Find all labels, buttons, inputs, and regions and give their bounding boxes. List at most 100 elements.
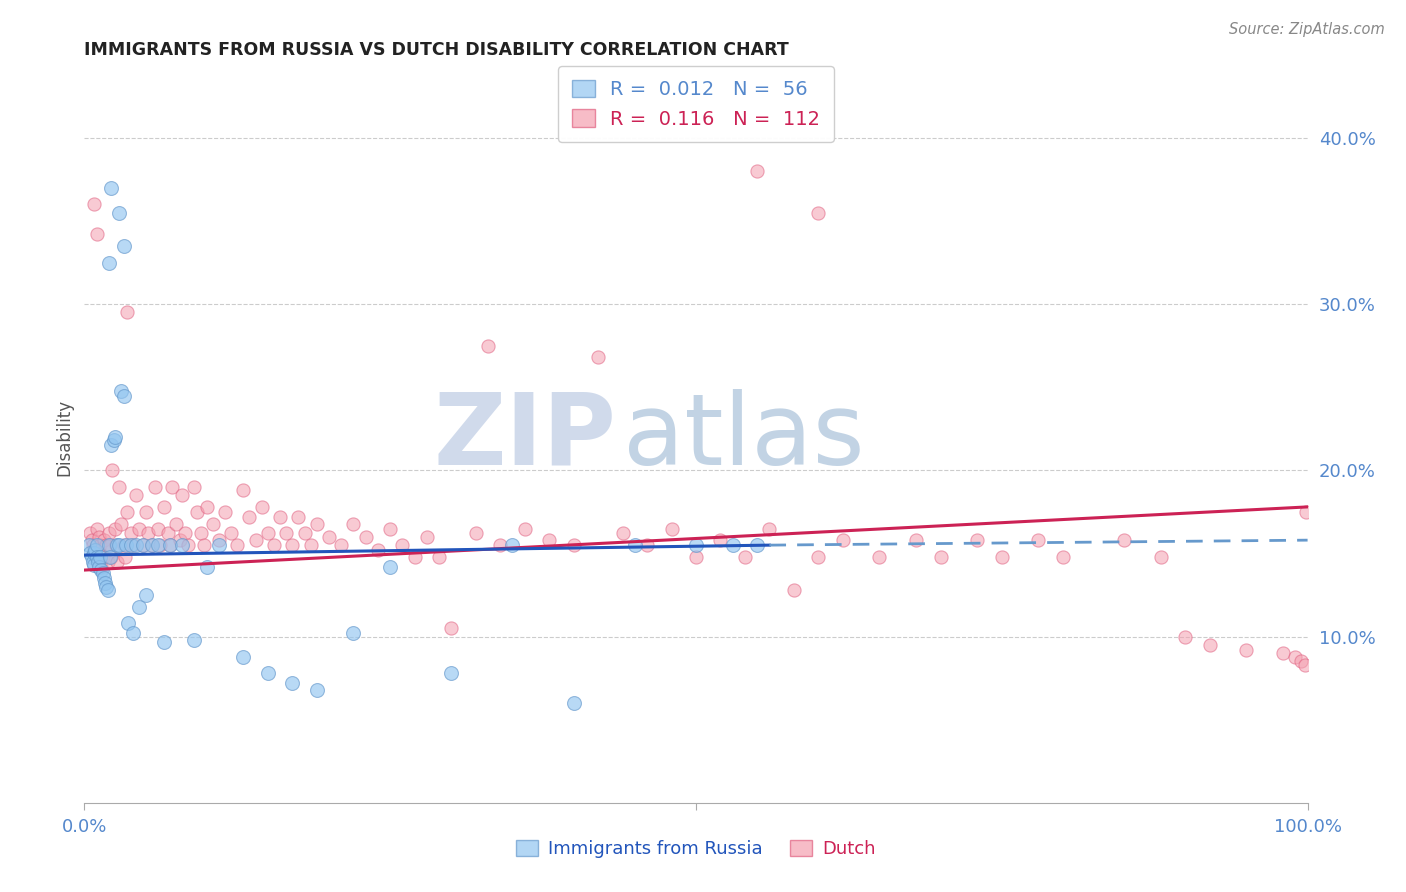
Point: [1236, 643, 1258, 657]
Point: [110, 384, 132, 398]
Point: [86, 521, 108, 535]
Point: [117, 616, 139, 631]
Point: [905, 533, 928, 548]
Point: [257, 526, 280, 541]
Point: [502, 538, 524, 552]
Point: [120, 526, 142, 541]
Point: [232, 649, 254, 664]
Point: [90, 559, 112, 574]
Point: [427, 549, 450, 564]
Point: [77, 538, 100, 552]
Point: [214, 505, 236, 519]
Point: [869, 549, 891, 564]
Point: [173, 526, 195, 541]
Point: [193, 538, 215, 552]
Point: [440, 621, 463, 635]
Point: [83, 546, 105, 560]
Point: [538, 533, 561, 548]
Point: [83, 543, 105, 558]
Point: [135, 588, 157, 602]
Point: [80, 533, 103, 548]
Point: [807, 205, 830, 219]
Point: [125, 538, 148, 552]
Point: [172, 538, 194, 552]
Point: [1174, 630, 1197, 644]
Point: [149, 538, 172, 552]
Point: [195, 500, 218, 514]
Point: [404, 549, 426, 564]
Point: [1284, 649, 1306, 664]
Point: [156, 526, 179, 541]
Point: [305, 682, 328, 697]
Point: [685, 538, 707, 552]
Point: [238, 509, 260, 524]
Point: [612, 526, 634, 541]
Point: [183, 480, 205, 494]
Point: [305, 516, 328, 531]
Point: [1198, 638, 1220, 652]
Point: [165, 516, 187, 531]
Point: [91, 566, 114, 581]
Point: [105, 555, 128, 569]
Point: [159, 538, 181, 552]
Point: [87, 530, 110, 544]
Point: [318, 530, 340, 544]
Point: [734, 549, 756, 564]
Text: atlas: atlas: [623, 389, 865, 485]
Point: [685, 549, 707, 564]
Point: [86, 549, 108, 564]
Point: [110, 516, 132, 531]
Text: ZIP: ZIP: [433, 389, 616, 485]
Point: [709, 533, 731, 548]
Point: [929, 549, 952, 564]
Point: [79, 526, 101, 541]
Point: [132, 538, 155, 552]
Point: [100, 438, 122, 452]
Point: [96, 580, 118, 594]
Point: [94, 576, 117, 591]
Point: [107, 538, 129, 552]
Point: [97, 538, 120, 552]
Point: [87, 559, 110, 574]
Point: [115, 538, 138, 552]
Point: [141, 538, 163, 552]
Point: [477, 338, 499, 352]
Point: [84, 543, 107, 558]
Point: [97, 255, 120, 269]
Point: [201, 516, 224, 531]
Point: [380, 521, 402, 535]
Point: [115, 305, 138, 319]
Point: [104, 430, 127, 444]
Point: [1291, 655, 1313, 669]
Point: [281, 676, 304, 690]
Point: [83, 197, 105, 211]
Point: [97, 526, 120, 541]
Point: [269, 509, 291, 524]
Point: [115, 505, 138, 519]
Point: [464, 526, 486, 541]
Point: [208, 538, 231, 552]
Point: [79, 546, 101, 560]
Point: [391, 538, 413, 552]
Point: [489, 538, 512, 552]
Point: [128, 599, 150, 614]
Point: [1028, 533, 1050, 548]
Point: [107, 205, 129, 219]
Point: [159, 538, 181, 552]
Point: [112, 388, 135, 402]
Point: [89, 549, 111, 564]
Point: [177, 538, 200, 552]
Point: [636, 538, 658, 552]
Point: [86, 549, 108, 564]
Point: [440, 666, 463, 681]
Point: [219, 526, 242, 541]
Point: [195, 559, 218, 574]
Point: [1114, 533, 1136, 548]
Point: [232, 483, 254, 498]
Point: [342, 626, 364, 640]
Point: [80, 549, 103, 564]
Point: [104, 521, 127, 535]
Point: [82, 555, 104, 569]
Point: [354, 530, 377, 544]
Point: [107, 480, 129, 494]
